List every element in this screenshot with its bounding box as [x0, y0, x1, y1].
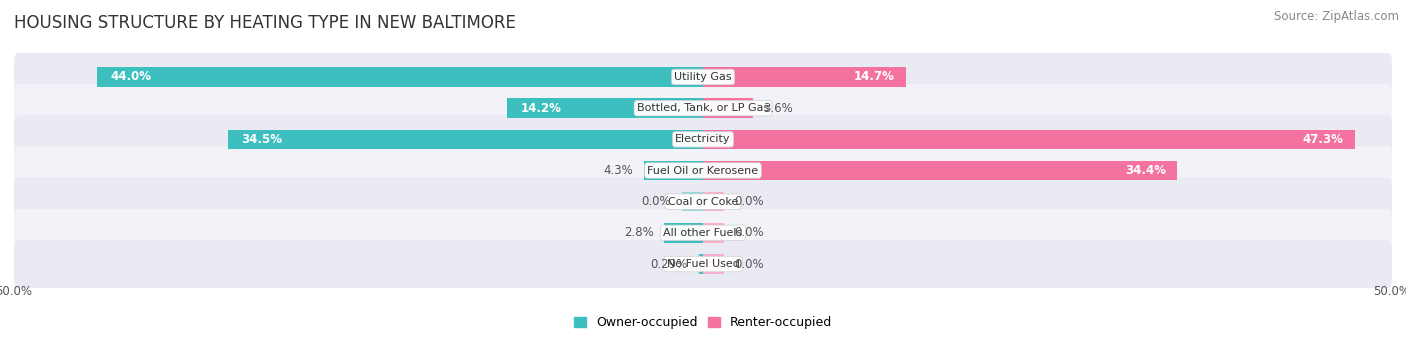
Text: 47.3%: 47.3%: [1303, 133, 1344, 146]
Bar: [703, 161, 1177, 180]
Text: 14.2%: 14.2%: [522, 102, 562, 115]
Text: 0.0%: 0.0%: [735, 226, 765, 239]
FancyBboxPatch shape: [14, 240, 1392, 288]
Bar: [644, 161, 703, 180]
FancyBboxPatch shape: [14, 53, 1392, 101]
Bar: [682, 192, 703, 211]
FancyBboxPatch shape: [14, 115, 1392, 163]
Bar: [703, 254, 724, 274]
Text: 4.3%: 4.3%: [603, 164, 633, 177]
Bar: [699, 254, 703, 274]
Bar: [703, 130, 1355, 149]
Bar: [508, 99, 703, 118]
FancyBboxPatch shape: [14, 84, 1392, 132]
Text: Bottled, Tank, or LP Gas: Bottled, Tank, or LP Gas: [637, 103, 769, 113]
Text: Source: ZipAtlas.com: Source: ZipAtlas.com: [1274, 10, 1399, 23]
Bar: [703, 67, 905, 87]
Text: Coal or Coke: Coal or Coke: [668, 197, 738, 207]
Text: 3.6%: 3.6%: [763, 102, 793, 115]
Text: 0.0%: 0.0%: [735, 195, 765, 208]
FancyBboxPatch shape: [14, 178, 1392, 226]
Text: Fuel Oil or Kerosene: Fuel Oil or Kerosene: [647, 165, 759, 176]
Bar: [97, 67, 703, 87]
Legend: Owner-occupied, Renter-occupied: Owner-occupied, Renter-occupied: [568, 311, 838, 335]
Text: 34.5%: 34.5%: [242, 133, 283, 146]
Bar: [703, 192, 724, 211]
Text: 0.29%: 0.29%: [651, 257, 688, 270]
Text: 44.0%: 44.0%: [111, 71, 152, 84]
FancyBboxPatch shape: [14, 209, 1392, 257]
FancyBboxPatch shape: [14, 147, 1392, 194]
Text: 34.4%: 34.4%: [1125, 164, 1166, 177]
Text: 0.0%: 0.0%: [735, 257, 765, 270]
Bar: [228, 130, 703, 149]
Text: 2.8%: 2.8%: [624, 226, 654, 239]
Text: Electricity: Electricity: [675, 134, 731, 144]
Text: HOUSING STRUCTURE BY HEATING TYPE IN NEW BALTIMORE: HOUSING STRUCTURE BY HEATING TYPE IN NEW…: [14, 14, 516, 32]
Text: Utility Gas: Utility Gas: [675, 72, 731, 82]
Bar: [665, 223, 703, 242]
Text: 0.0%: 0.0%: [641, 195, 671, 208]
Bar: [703, 223, 724, 242]
Bar: [703, 99, 752, 118]
Text: All other Fuels: All other Fuels: [664, 228, 742, 238]
Text: 14.7%: 14.7%: [853, 71, 894, 84]
Text: No Fuel Used: No Fuel Used: [666, 259, 740, 269]
